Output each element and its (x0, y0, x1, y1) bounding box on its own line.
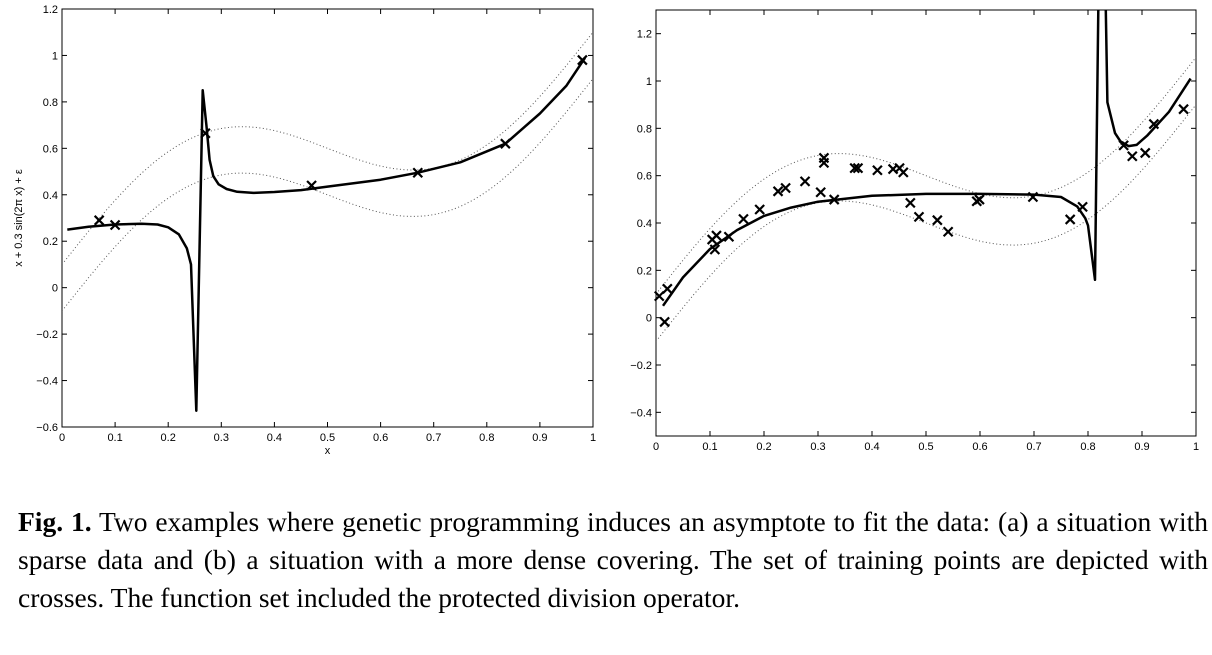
data-point-cross (898, 167, 909, 178)
y-tick-label: −0.2 (36, 329, 58, 341)
data-point-cross (852, 162, 864, 174)
y-tick-label: −0.4 (630, 407, 652, 419)
y-tick-label: 0.6 (637, 171, 652, 183)
data-point-cross (738, 213, 749, 225)
data-point-cross (306, 180, 317, 191)
data-point-cross (200, 127, 211, 139)
data-point-cross (709, 244, 721, 255)
y-tick-label: 0.4 (637, 218, 652, 230)
y-tick-label: 1.2 (637, 29, 652, 41)
lower-band-line (62, 78, 593, 312)
data-point-cross (577, 54, 588, 66)
data-point-cross (913, 211, 925, 223)
x-tick-label: 0 (59, 432, 65, 444)
data-point-cross (1077, 201, 1088, 213)
y-tick-label: 0.4 (43, 190, 58, 202)
plot-content (62, 31, 593, 412)
data-point-cross (1064, 214, 1076, 225)
x-tick-label: 0.8 (479, 432, 494, 444)
y-tick-label: 0.8 (43, 97, 58, 109)
y-tick-label: 0.6 (43, 143, 58, 155)
x-tick-label: 0.1 (702, 441, 717, 453)
data-point-cross (828, 194, 840, 205)
x-tick-label: 0.9 (532, 432, 547, 444)
figure: 0 0.1 0.2 0.3 0.4 0.5 0.6 0.7 0.8 0.9 1 −0.6 −0.4 −0.… (13, 4, 1199, 457)
y-tick-label: 0.2 (637, 265, 652, 277)
data-point-cross (109, 219, 121, 231)
y-tick-label: 1.2 (43, 4, 58, 16)
data-point-cross (1139, 147, 1151, 159)
data-point-cross (872, 164, 883, 176)
y-tick-label: 0 (646, 313, 652, 325)
x-tick-label: 0.6 (373, 432, 388, 444)
data-point-cross (1127, 150, 1138, 162)
y-tick-label: 0.8 (637, 123, 652, 135)
data-point-cross (772, 186, 784, 197)
caption-text: Two examples where genetic programming i… (18, 506, 1208, 613)
x-tick-label: 0.5 (918, 441, 933, 453)
y-axis-label: x + 0.3 sin(2π x) + ε (13, 169, 25, 267)
data-point-cross (1178, 103, 1189, 115)
y-tick-label: 0 (52, 283, 58, 295)
y-tick-label: 1 (646, 76, 652, 88)
x-tick-label: 0.1 (107, 432, 122, 444)
y-tick-label: −0.6 (36, 422, 58, 434)
x-tick-label: 0.2 (756, 441, 771, 453)
figure-caption: Fig. 1. Two examples where genetic progr… (18, 503, 1208, 617)
y-tick-label: 1 (52, 50, 58, 62)
data-point-cross (723, 231, 735, 243)
plot-content (656, 10, 1196, 342)
data-point-cross (932, 214, 943, 226)
lower-band-line (656, 104, 1196, 342)
data-point-cross (500, 138, 511, 149)
data-point-cross (818, 157, 830, 169)
data-point-cross (711, 230, 722, 241)
x-tick-label: 0.7 (1026, 441, 1041, 453)
data-point-cross (93, 215, 105, 226)
x-tick-label: 0.3 (214, 432, 229, 444)
x-tick-label: 0.9 (1134, 441, 1149, 453)
x-tick-label: 0.7 (426, 432, 441, 444)
data-point-cross (1118, 140, 1129, 151)
upper-band-line (656, 56, 1196, 295)
x-tick-label: 0.8 (1080, 441, 1095, 453)
x-tick-label: 1 (1193, 441, 1199, 453)
x-tick-label: 0.5 (320, 432, 335, 444)
x-axis-label: x (325, 445, 331, 457)
data-point-cross (815, 186, 826, 198)
data-point-cross (849, 162, 860, 174)
data-point-cross (780, 182, 791, 194)
y-tick-label: 0.2 (43, 236, 58, 248)
data-point-cross (1027, 191, 1039, 203)
data-point-cross (905, 197, 916, 209)
data-point-cross (653, 290, 665, 302)
x-tick-label: 1 (590, 432, 596, 444)
x-tick-label: 0.3 (810, 441, 825, 453)
x-tick-label: 0.4 (864, 441, 879, 453)
chart-panel-b: 0 0.1 0.2 0.3 0.4 0.5 0.6 0.7 0.8 0.9 1 −0.4 −0.2 0 0.… (630, 9, 1199, 453)
data-point-cross (662, 283, 673, 295)
y-tick-label: −0.2 (630, 360, 652, 372)
chart-panel-a: 0 0.1 0.2 0.3 0.4 0.5 0.6 0.7 0.8 0.9 1 −0.6 −0.4 −0.… (13, 4, 596, 457)
upper-band-line (62, 31, 593, 265)
caption-label: Fig. 1. (18, 506, 92, 537)
x-tick-label: 0.6 (972, 441, 987, 453)
fitted-curve (661, 10, 1100, 307)
data-point-cross (412, 167, 424, 178)
data-point-cross (659, 316, 670, 328)
data-point-cross (799, 176, 811, 187)
data-point-cross (942, 226, 954, 238)
y-tick-label: −0.4 (36, 376, 58, 388)
data-point-cross (1148, 118, 1160, 130)
x-tick-label: 0 (653, 441, 659, 453)
x-tick-label: 0.4 (267, 432, 282, 444)
plot-frame (61, 8, 594, 428)
data-point-cross (754, 204, 765, 215)
fitted-curve (67, 57, 587, 412)
fitted-curve (1104, 10, 1192, 148)
x-tick-label: 0.2 (161, 432, 176, 444)
data-point-cross (974, 194, 985, 205)
